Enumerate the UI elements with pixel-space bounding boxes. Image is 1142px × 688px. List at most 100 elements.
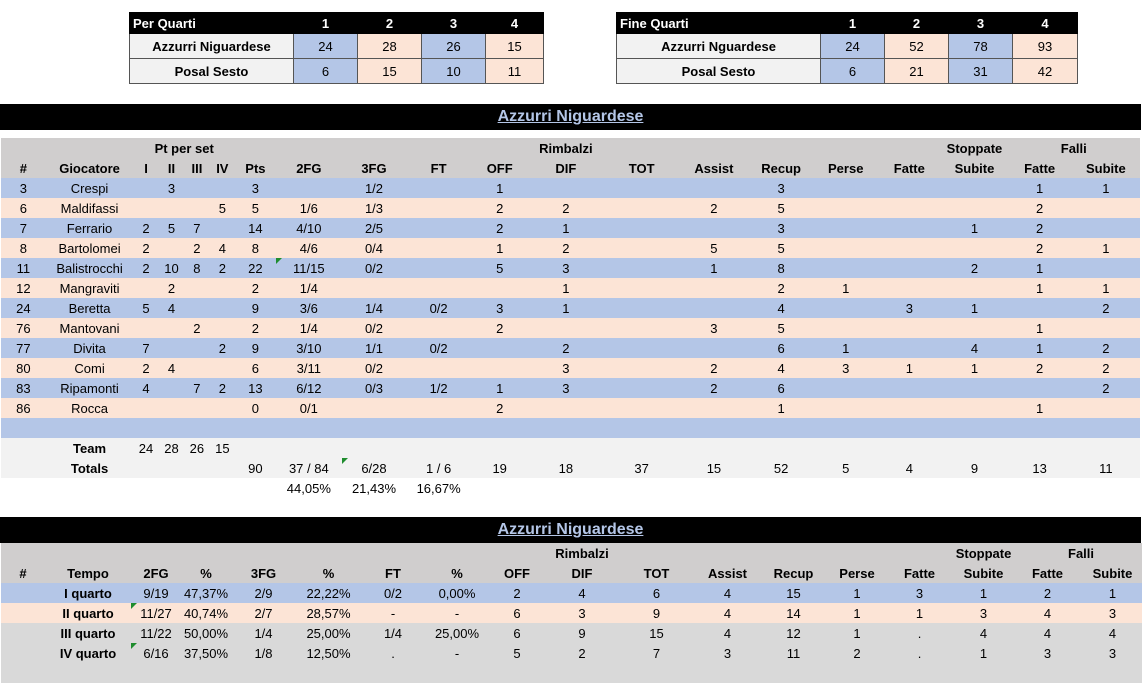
stat-cell — [341, 418, 407, 438]
players-section-title: Azzurri Niguardese — [497, 108, 644, 125]
pt-per-set-header: Pt per set — [133, 138, 236, 158]
quarters-section-title-bar: Azzurri Niguardese — [0, 517, 1141, 543]
quarter-score: 28 — [357, 33, 422, 59]
stat-cell: 9 — [545, 623, 619, 643]
stat-cell — [814, 398, 878, 418]
stat-cell: 9 — [235, 338, 276, 358]
player-row: 83 Ripamonti 4 7 2 13 6/12 0/3 1/2 1 3 2 6 2 — [1, 378, 1140, 398]
stat-cell: 4/6 — [275, 238, 342, 258]
stat-cell: 1/1 — [341, 338, 407, 358]
stat-cell: 2 — [1016, 583, 1079, 603]
column-header: % — [425, 563, 489, 583]
stat-cell: 2/5 — [341, 218, 407, 238]
column-header: DIF — [545, 563, 619, 583]
falli-header: Falli — [1016, 543, 1142, 563]
quarter-stats-table: Rimbalzi Stoppate Falli # Tempo 2FG% 3FG% FT… — [1, 543, 1142, 683]
stat-cell: 25,00% — [296, 623, 361, 643]
column-header: Perse — [814, 158, 878, 178]
stat-cell: 6 — [489, 623, 545, 643]
stat-cell: 4 — [694, 623, 761, 643]
table-cell — [528, 478, 604, 498]
stat-cell — [209, 178, 236, 198]
table-cell — [45, 663, 131, 683]
stat-cell: - — [425, 603, 489, 623]
stat-cell — [158, 338, 185, 358]
stat-cell: 5 — [235, 198, 276, 218]
stat-cell — [406, 198, 472, 218]
stat-cell — [603, 318, 680, 338]
stat-cell — [184, 178, 210, 198]
total-cell: 19 — [471, 458, 529, 478]
stat-cell: . — [888, 643, 951, 663]
cumulative-score: 21 — [884, 58, 949, 84]
stat-cell — [679, 398, 749, 418]
stat-cell: 1 — [1007, 178, 1072, 198]
team-name: Azzurri Nguardese — [616, 33, 821, 59]
stat-cell: 37,50% — [181, 643, 231, 663]
stat-cell: 3 — [545, 603, 619, 623]
stat-cell: 3 — [888, 583, 951, 603]
cumulative-score: 31 — [948, 58, 1013, 84]
stat-cell: 25,00% — [425, 623, 489, 643]
stat-cell — [877, 338, 942, 358]
totals-row: Totals 90 37 / 84 6/28 1 / 6 19 18 37 15 52 5 4 9 13 1… — [1, 458, 1140, 478]
player-number — [1, 418, 46, 438]
stat-cell: 3 — [748, 178, 815, 198]
stat-cell: 6/16 — [131, 643, 181, 663]
stat-cell: 8 — [235, 238, 276, 258]
stat-cell — [158, 318, 185, 338]
stat-cell — [158, 418, 185, 438]
table-cell — [748, 438, 815, 458]
stat-cell — [209, 318, 236, 338]
table-cell — [814, 478, 878, 498]
player-row: 77 Divita 7 2 9 3/10 1/1 0/2 2 6 1 4 1 2 — [1, 338, 1140, 358]
stat-cell — [1007, 418, 1072, 438]
player-name: Beretta — [45, 298, 134, 318]
stat-cell: 4 — [209, 238, 236, 258]
total-cell: 90 — [235, 458, 276, 478]
empty-row — [1, 663, 1142, 683]
column-header: Fatte — [1016, 563, 1079, 583]
stat-cell — [603, 338, 680, 358]
column-header: Recup — [761, 563, 826, 583]
stat-cell — [158, 378, 185, 398]
stat-cell: 11 — [761, 643, 826, 663]
table-cell — [814, 438, 878, 458]
stat-cell — [209, 358, 236, 378]
table-cell — [209, 478, 236, 498]
stat-cell: 9/19 — [131, 583, 181, 603]
stat-cell — [877, 238, 942, 258]
player-name: Balistrocchi — [45, 258, 134, 278]
player-name: Comi — [45, 358, 134, 378]
stat-cell — [748, 418, 815, 438]
stat-cell: 4 — [133, 378, 159, 398]
player-name: Ferrario — [45, 218, 134, 238]
stoppate-header: Stoppate — [941, 138, 1008, 158]
stat-cell: 2 — [826, 643, 888, 663]
stat-cell: 4 — [748, 358, 815, 378]
column-header: % — [181, 563, 231, 583]
column-header: Subite — [1071, 158, 1140, 178]
stat-cell: 3 — [748, 218, 815, 238]
stat-cell: 6/12 — [275, 378, 342, 398]
stat-cell — [814, 298, 878, 318]
stat-cell: 2 — [133, 358, 159, 378]
stat-cell: 1 — [528, 218, 604, 238]
quarter-label: 2 — [357, 12, 422, 34]
stat-cell: 12,50% — [296, 643, 361, 663]
quarter-score: 26 — [421, 33, 486, 59]
team-name: Posal Sesto — [129, 58, 294, 84]
stat-cell: 1/6 — [275, 198, 342, 218]
column-header: Tempo — [45, 563, 131, 583]
table-cell — [184, 458, 210, 478]
stat-cell: 2 — [133, 258, 159, 278]
player-name — [45, 418, 134, 438]
player-name: Bartolomei — [45, 238, 134, 258]
stat-cell: 22 — [235, 258, 276, 278]
player-name: Ripamonti — [45, 378, 134, 398]
stat-cell: 0,00% — [425, 583, 489, 603]
table-cell — [1007, 438, 1072, 458]
stat-cell — [679, 278, 749, 298]
stat-cell: 0/2 — [341, 358, 407, 378]
column-header-row: # Giocatore I II III IV Pts 2FG 3FG FT OFF DIF TOT As… — [1, 158, 1140, 178]
